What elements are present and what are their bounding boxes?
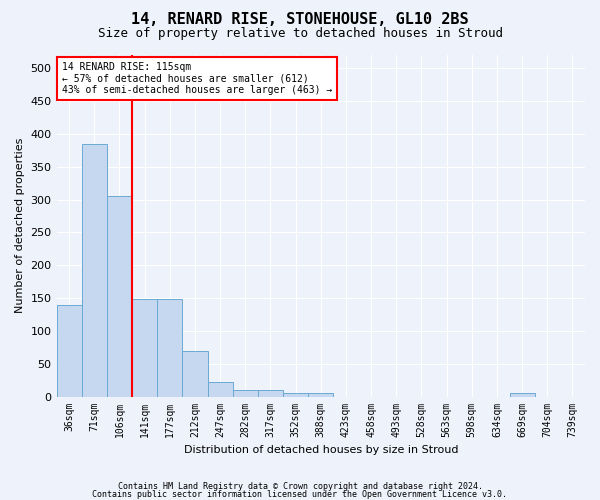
Bar [283, 394, 308, 396]
Text: Contains public sector information licensed under the Open Government Licence v3: Contains public sector information licen… [92, 490, 508, 499]
Text: 14 RENARD RISE: 115sqm
← 57% of detached houses are smaller (612)
43% of semi-de: 14 RENARD RISE: 115sqm ← 57% of detached… [62, 62, 332, 95]
X-axis label: Distribution of detached houses by size in Stroud: Distribution of detached houses by size … [184, 445, 458, 455]
Bar [182, 350, 208, 397]
Bar [157, 300, 182, 396]
Bar [82, 144, 107, 396]
Bar [132, 300, 157, 396]
Bar [233, 390, 258, 396]
Text: Size of property relative to detached houses in Stroud: Size of property relative to detached ho… [97, 28, 503, 40]
Bar [56, 304, 82, 396]
Text: Contains HM Land Registry data © Crown copyright and database right 2024.: Contains HM Land Registry data © Crown c… [118, 482, 482, 491]
Bar [208, 382, 233, 396]
Bar [509, 394, 535, 396]
Bar [308, 394, 334, 396]
Bar [107, 196, 132, 396]
Bar [258, 390, 283, 396]
Text: 14, RENARD RISE, STONEHOUSE, GL10 2BS: 14, RENARD RISE, STONEHOUSE, GL10 2BS [131, 12, 469, 28]
Y-axis label: Number of detached properties: Number of detached properties [15, 138, 25, 314]
